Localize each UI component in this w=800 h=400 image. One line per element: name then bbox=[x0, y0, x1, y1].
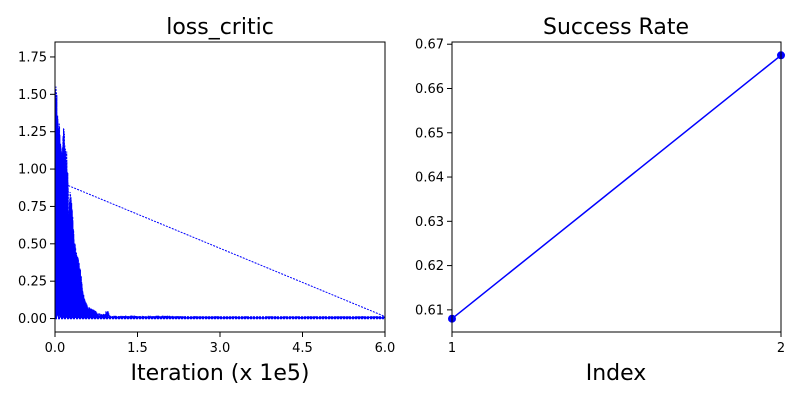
y-tick-label: 0.25 bbox=[18, 275, 47, 290]
success-rate-x-axis-label: Index bbox=[586, 361, 647, 386]
loss-critic-title: loss_critic bbox=[166, 15, 274, 40]
loss-critic-panel: loss_critic 0.0 1.5 3.0 4.5 6.0 0.00 0.25 0.50… bbox=[18, 15, 395, 386]
loss-critic-plot-area bbox=[54, 86, 386, 320]
y-tick-label: 1.50 bbox=[18, 88, 47, 103]
x-tick-label: 3.0 bbox=[210, 341, 231, 356]
x-tick-label: 4.5 bbox=[292, 341, 313, 356]
y-tick-label: 0.63 bbox=[415, 215, 444, 230]
success-rate-axes-frame bbox=[451, 41, 782, 333]
loss-critic-y-axis-ticks: 0.00 0.25 0.50 0.75 1.00 1.25 1.50 1.75 bbox=[18, 50, 55, 327]
loss-critic-series-line bbox=[54, 86, 386, 319]
x-tick-label: 6.0 bbox=[375, 341, 396, 356]
loss-critic-x-axis-ticks: 0.0 1.5 3.0 4.5 6.0 bbox=[45, 332, 396, 356]
y-tick-label: 0.65 bbox=[415, 126, 444, 141]
y-tick-label: 0.67 bbox=[415, 38, 444, 53]
success-rate-plot-area bbox=[448, 51, 785, 323]
success-rate-title: Success Rate bbox=[543, 15, 689, 40]
success-rate-y-axis-ticks: 0.61 0.62 0.63 0.64 0.65 0.66 0.67 bbox=[415, 38, 452, 318]
y-tick-label: 0.61 bbox=[415, 303, 444, 318]
y-tick-label: 1.25 bbox=[18, 125, 47, 140]
y-tick-label: 0.64 bbox=[415, 171, 444, 186]
y-tick-label: 0.66 bbox=[415, 82, 444, 97]
x-tick-label: 1 bbox=[448, 341, 456, 356]
x-tick-label: 2 bbox=[777, 341, 785, 356]
success-rate-series-line bbox=[451, 54, 782, 320]
y-tick-label: 0.00 bbox=[18, 312, 47, 327]
loss-critic-axes-frame bbox=[54, 41, 386, 333]
x-tick-label: 1.5 bbox=[127, 341, 148, 356]
y-tick-label: 1.00 bbox=[18, 163, 47, 178]
x-tick-label: 0.0 bbox=[45, 341, 66, 356]
loss-critic-x-axis-label: Iteration (x 1e5) bbox=[130, 361, 309, 386]
y-tick-label: 0.62 bbox=[415, 259, 444, 274]
y-tick-label: 1.75 bbox=[18, 50, 47, 65]
y-tick-label: 0.50 bbox=[18, 237, 47, 252]
y-tick-label: 0.75 bbox=[18, 200, 47, 215]
